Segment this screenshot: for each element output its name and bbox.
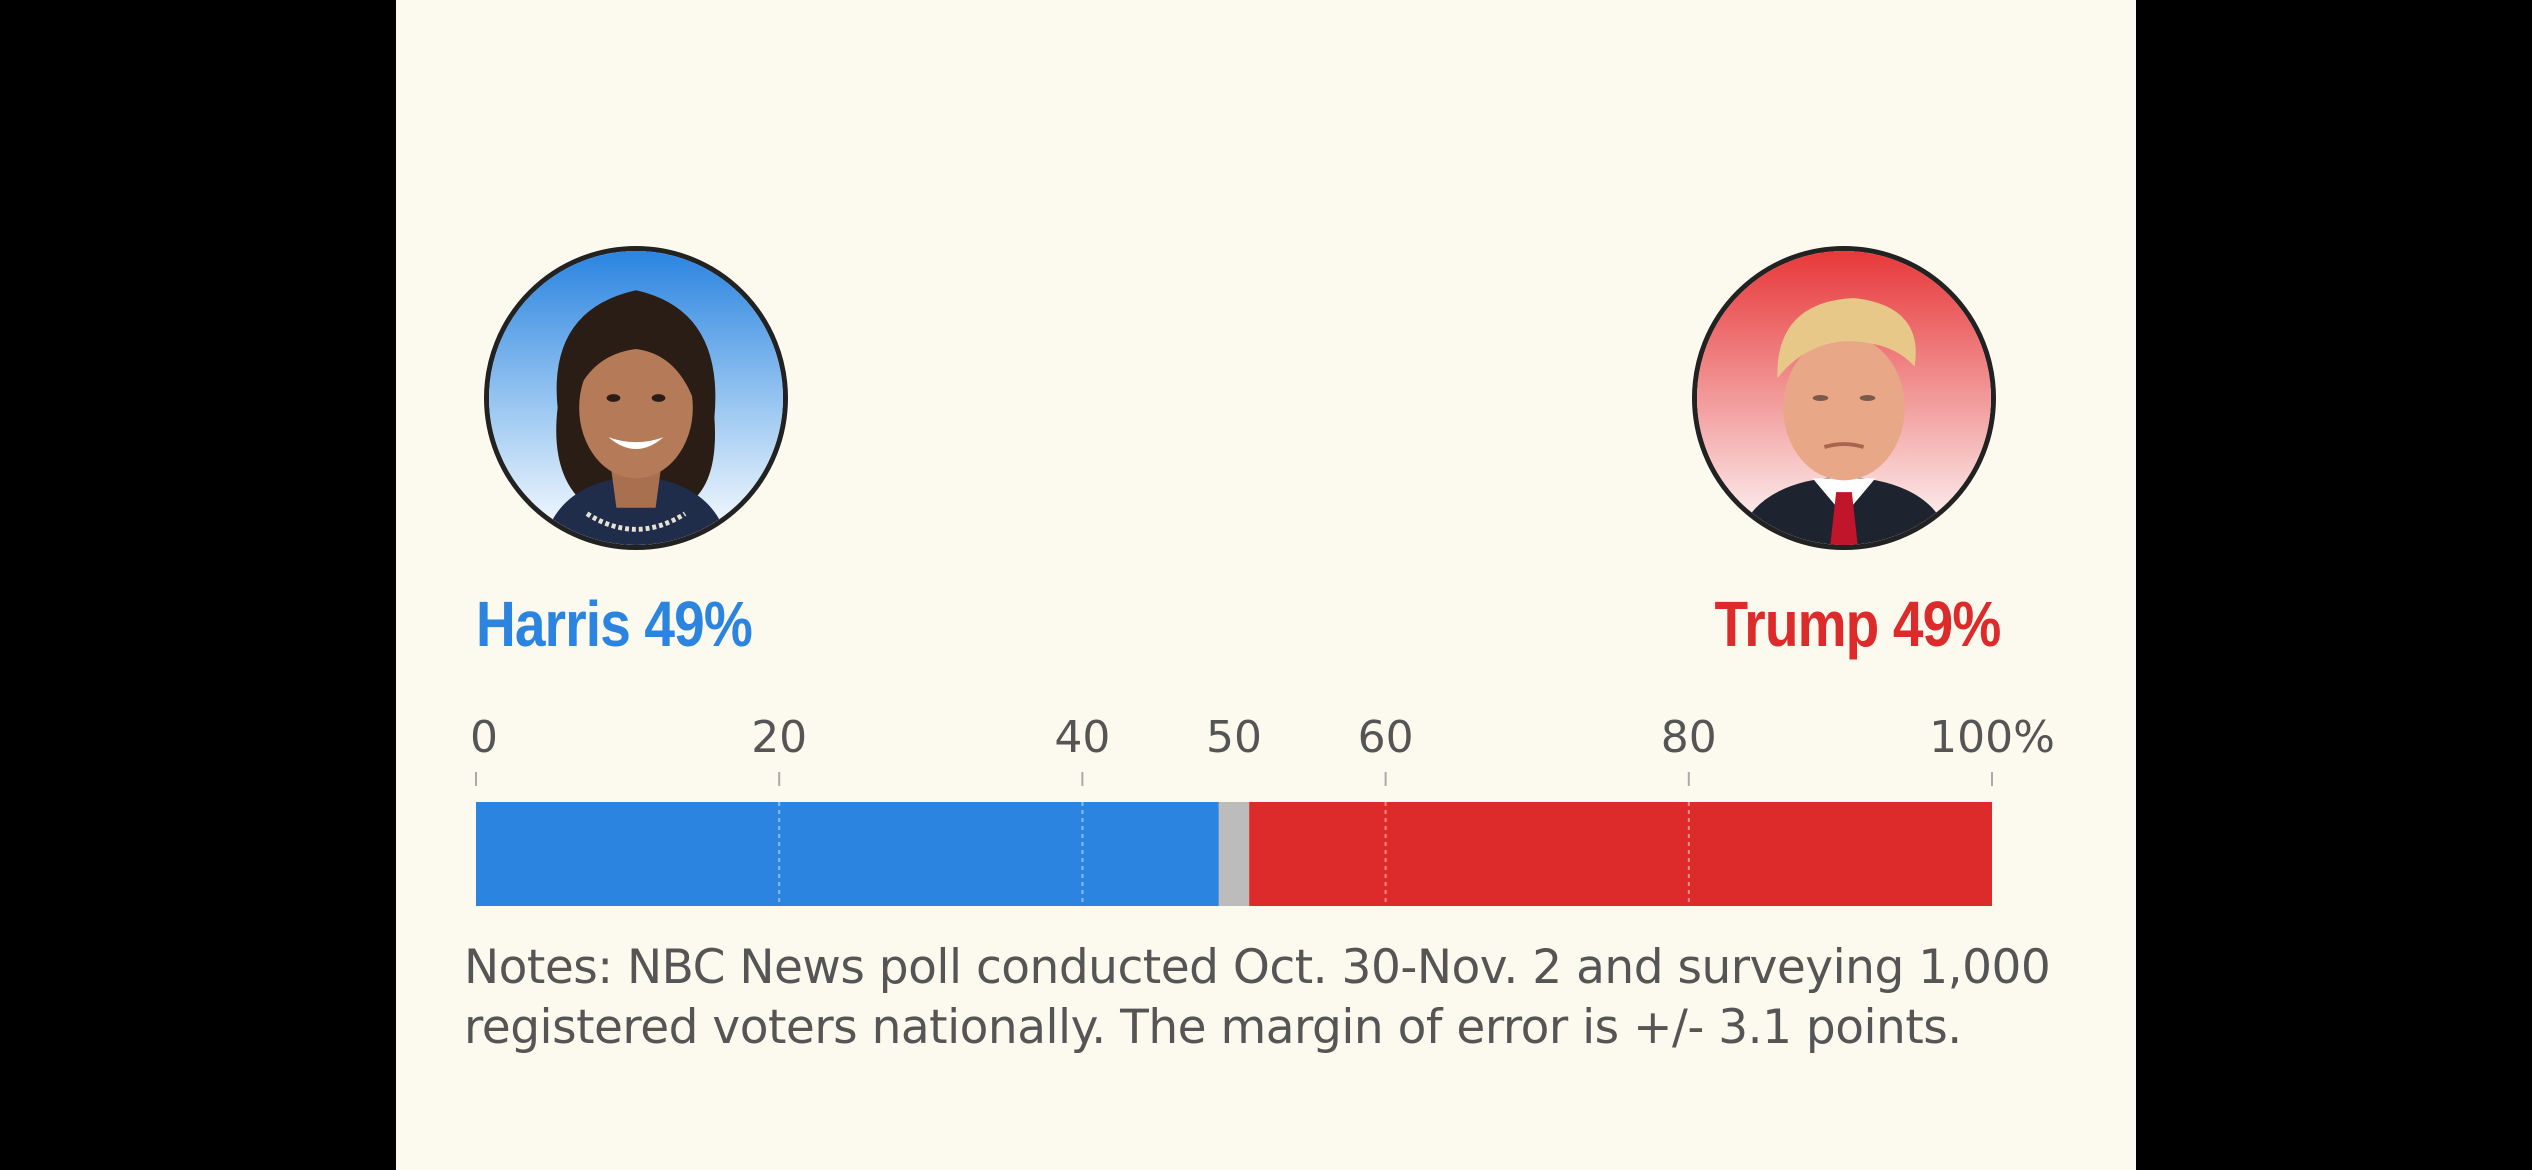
axis-tick-label-50: 50 <box>1206 712 1262 763</box>
notes-text: Notes: NBC News poll conducted Oct. 30-N… <box>464 940 2051 1055</box>
axis-tick-label-100: 100% <box>1929 712 2055 763</box>
stacked-bar-chart: 0 20 40 50 60 80 100% <box>470 712 2055 906</box>
trump-portrait-icon <box>1692 246 1996 550</box>
axis-tick-label-60: 60 <box>1358 712 1414 763</box>
axis-tick-label-20: 20 <box>751 712 807 763</box>
poll-graphic-panel: Harris 49% Trump 49% 0 20 40 50 60 80 100% Not… <box>396 0 2136 1170</box>
bar-segment-harris <box>476 802 1219 906</box>
bar-segment-other-undecided <box>1218 802 1250 906</box>
trump-label: Trump 49% <box>1714 588 2001 660</box>
bar-segment-trump <box>1249 802 1992 906</box>
axis-tick-label-0: 0 <box>470 712 498 763</box>
axis-tick-label-80: 80 <box>1661 712 1717 763</box>
harris-portrait-icon <box>484 246 788 550</box>
harris-label: Harris 49% <box>476 588 753 660</box>
axis-tick-label-40: 40 <box>1054 712 1110 763</box>
